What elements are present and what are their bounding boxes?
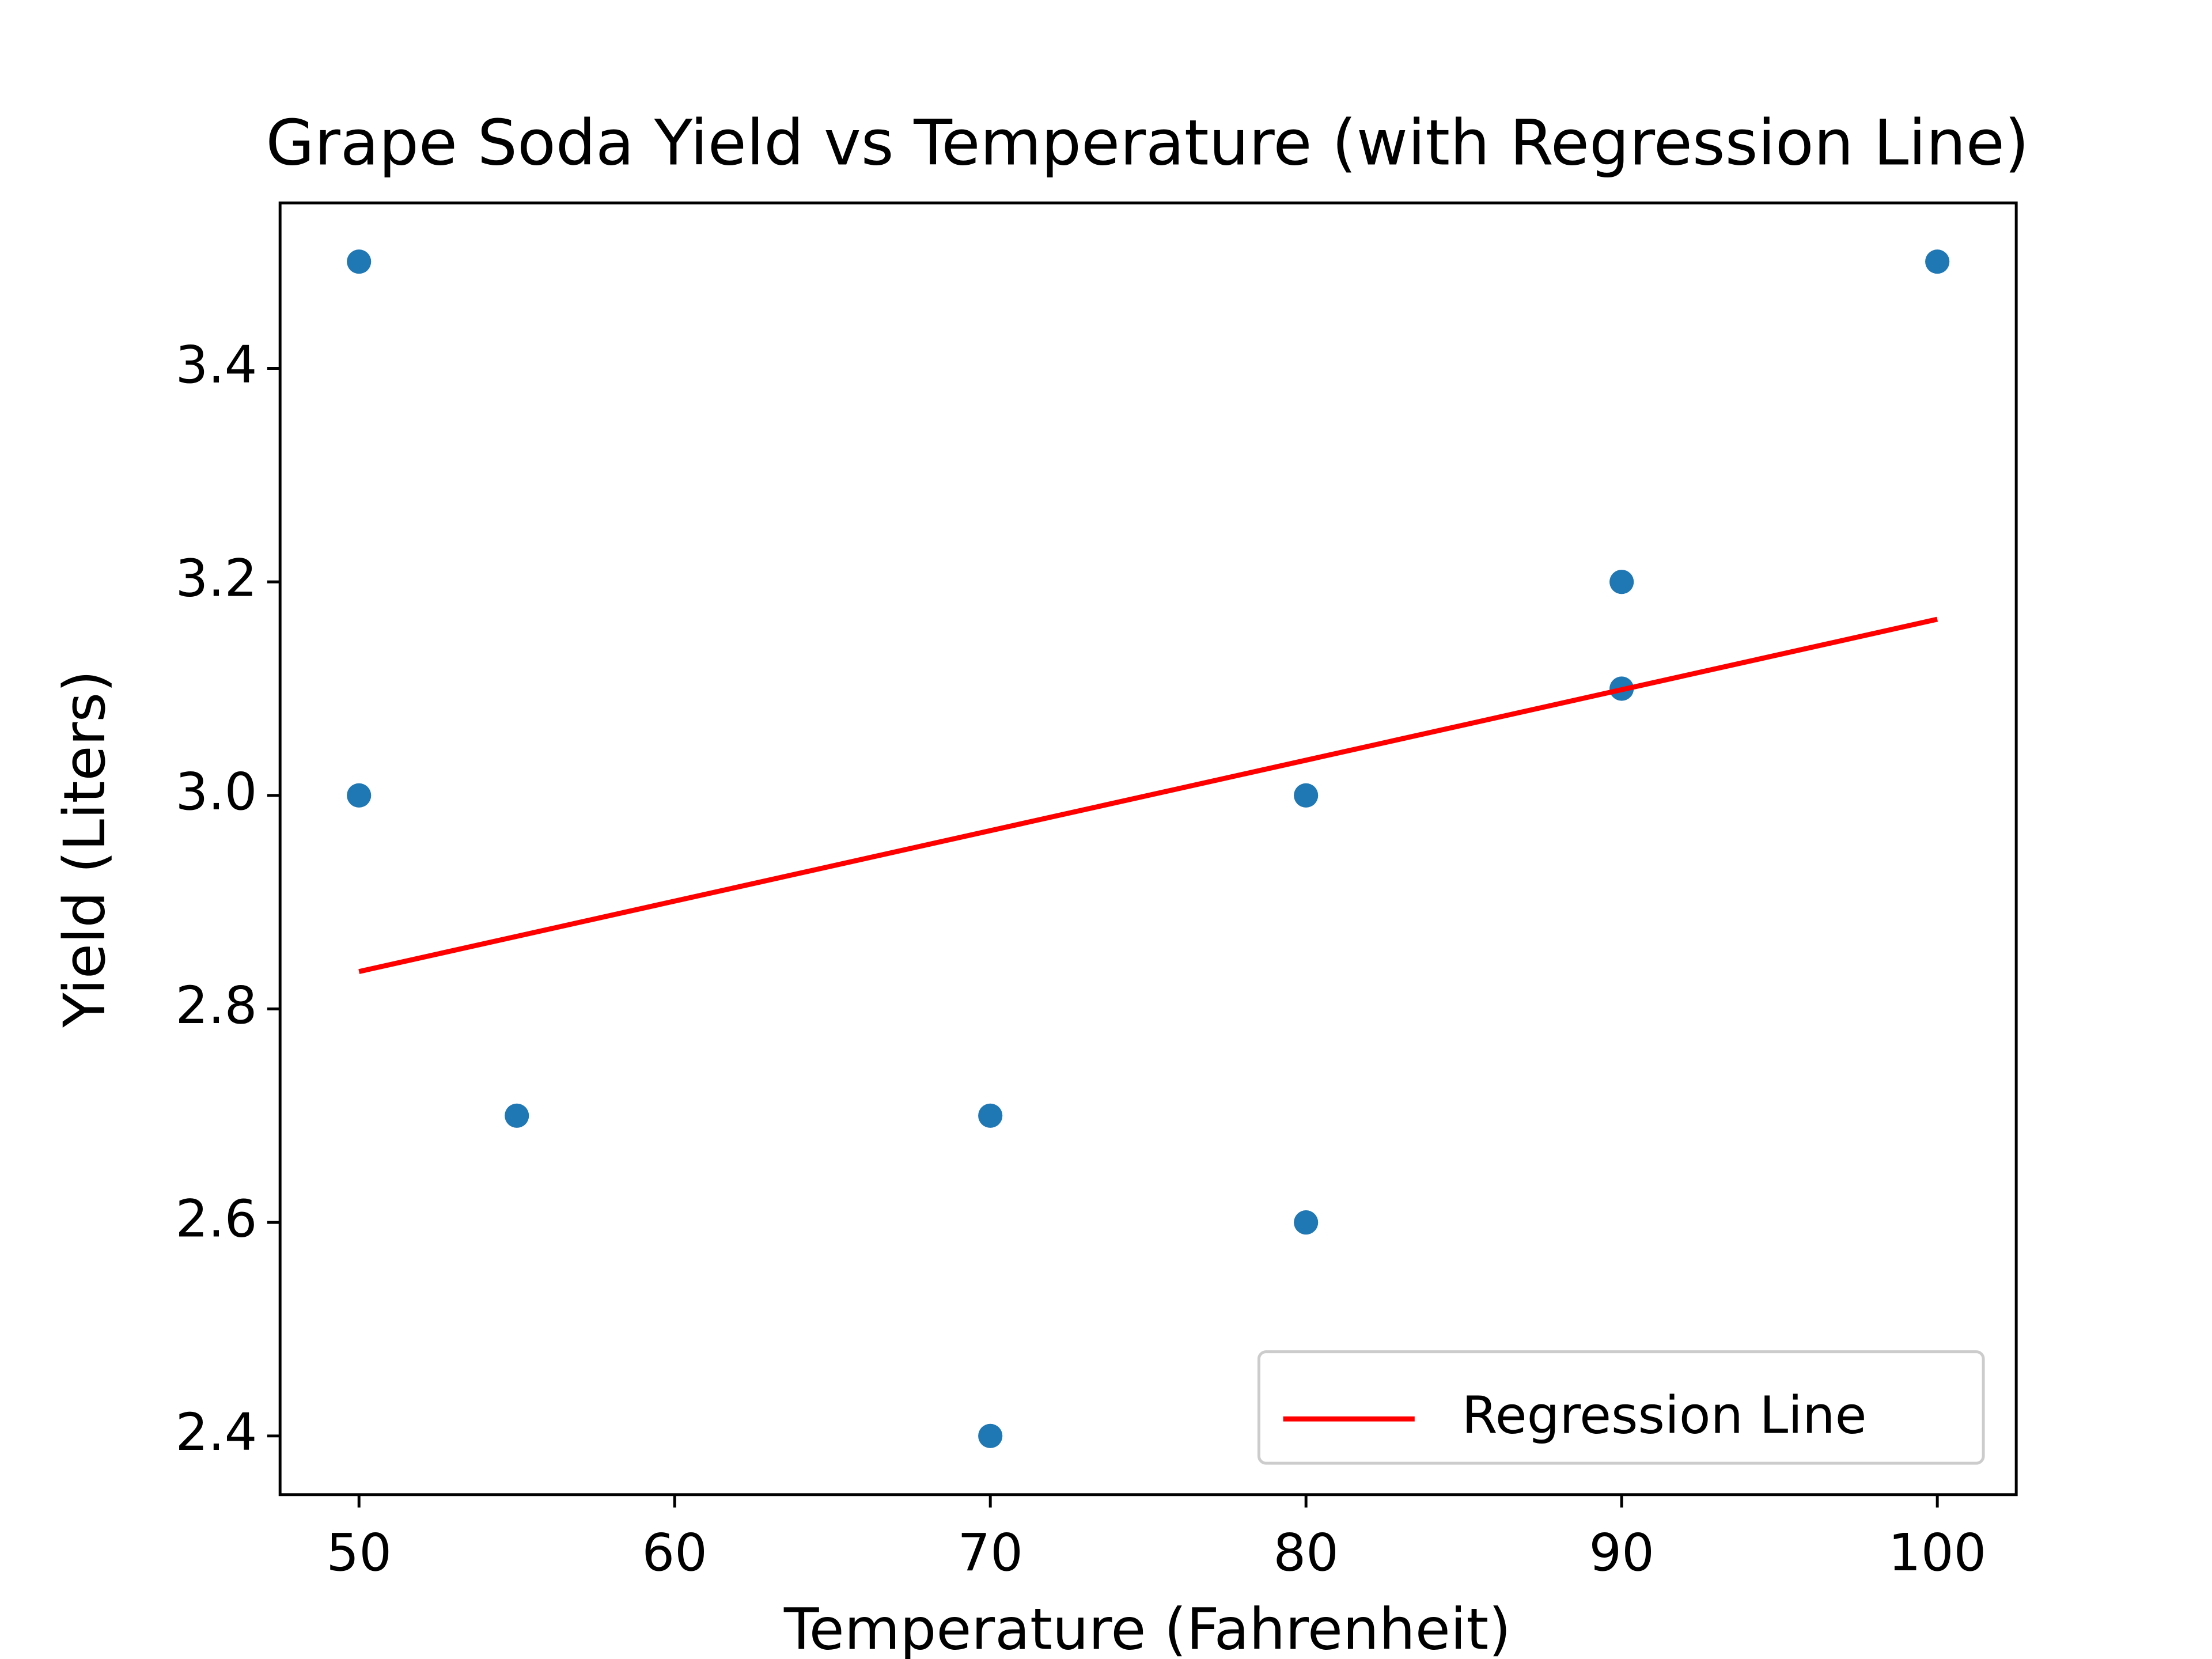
- y-tick-label: 2.6: [175, 1190, 257, 1249]
- y-tick-label: 2.4: [175, 1403, 257, 1463]
- y-tick-label: 3.4: [175, 335, 257, 395]
- x-axis-label: Temperature (Fahrenheit): [783, 1597, 1511, 1659]
- y-tick-label: 3.0: [175, 762, 257, 822]
- x-tick-label: 90: [1589, 1523, 1654, 1583]
- y-tick-label: 3.2: [175, 549, 257, 609]
- y-tick-label: 2.8: [175, 976, 257, 1036]
- scatter-point: [505, 1103, 529, 1128]
- regression-line: [358, 616, 1938, 974]
- x-tick-label: 60: [642, 1523, 707, 1583]
- scatter-point: [978, 1103, 1003, 1128]
- scatter-point: [1294, 1210, 1319, 1235]
- y-axis-label: Yield (Liters): [52, 670, 118, 1028]
- x-tick-label: 50: [326, 1523, 392, 1583]
- legend: Regression Line: [1257, 1350, 1985, 1465]
- x-tick-label: 100: [1888, 1523, 1986, 1583]
- legend-box: [1257, 1350, 1985, 1465]
- plot-frame: [278, 201, 2018, 1497]
- scatter-point: [1925, 249, 1950, 274]
- scatter-point: [347, 783, 372, 808]
- x-tick-label: 80: [1273, 1523, 1339, 1583]
- x-tick-label: 70: [957, 1523, 1023, 1583]
- scatter-point: [1609, 570, 1634, 594]
- scatter-point: [978, 1423, 1003, 1448]
- scatter-point: [1294, 783, 1319, 808]
- legend-label: Regression Line: [1462, 1386, 1867, 1446]
- scatter-point: [347, 249, 372, 274]
- chart-title: Grape Soda Yield vs Temperature (with Re…: [266, 106, 2029, 179]
